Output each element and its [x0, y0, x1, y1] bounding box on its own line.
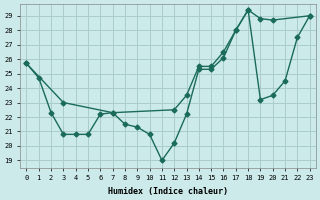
X-axis label: Humidex (Indice chaleur): Humidex (Indice chaleur): [108, 187, 228, 196]
